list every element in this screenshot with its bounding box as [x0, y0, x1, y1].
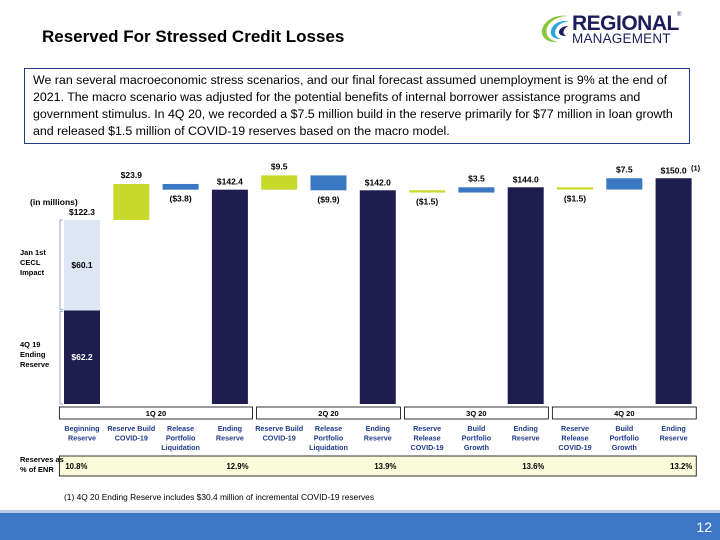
category-label: Liquidation [309, 443, 348, 452]
side-label-line: Ending [20, 350, 46, 359]
reserve-waterfall-chart: (in millions) $62.2 $60.1 $122.3 $23.9 ($3.8)… [20, 161, 701, 477]
category-label: COVID-19 [411, 443, 444, 452]
reserve-percent: 12.9% [226, 462, 248, 471]
category-label: Release [561, 434, 588, 443]
footnote: (1) 4Q 20 Ending Reserve includes $30.4 … [64, 492, 375, 502]
bar [310, 175, 347, 191]
bar [261, 175, 298, 190]
category-label: Reserve [660, 434, 688, 443]
category-label: Ending [366, 424, 390, 433]
category-label: Reserve [512, 434, 540, 443]
cecl-bracket [59, 219, 63, 310]
bar [409, 190, 446, 193]
bar [113, 183, 150, 220]
bar-label: $144.0 [513, 174, 539, 184]
quarter-label: 1Q 20 [146, 409, 166, 418]
bar-segment-label: $62.2 [71, 352, 93, 362]
bar [557, 187, 593, 190]
side-label-line: Reserve [20, 360, 49, 369]
logo-subtitle: MANAGEMENT [572, 31, 671, 46]
bar-label: $3.5 [468, 173, 485, 183]
page-title: Reserved For Stressed Credit Losses [42, 27, 345, 46]
category-label: Release [315, 424, 342, 433]
category-label: Ending [218, 424, 242, 433]
bar-label: $23.9 [121, 170, 143, 180]
category-label: Release [167, 424, 194, 433]
side-label-line: CECL [20, 258, 41, 267]
category-label: Portfolio [166, 434, 196, 443]
bar-segment [64, 310, 100, 404]
bar [458, 187, 495, 193]
company-logo: REGIONAL ® MANAGEMENT [538, 10, 688, 48]
reserve-percent: 13.2% [670, 462, 692, 471]
prior-reserve-bracket [59, 310, 63, 405]
category-label: Release [414, 434, 441, 443]
bar-label: $7.5 [616, 164, 633, 174]
category-label: Reserve [413, 424, 441, 433]
category-label: Beginning [64, 424, 99, 433]
category-label: Reserve [561, 424, 589, 433]
category-label: Portfolio [610, 434, 640, 443]
unit-label: (in millions) [30, 197, 78, 207]
category-label: Portfolio [462, 434, 492, 443]
page-number: 12 [696, 519, 712, 535]
bar-label: $142.0 [365, 177, 391, 187]
bar [359, 190, 396, 404]
bar-label: $122.3 [69, 207, 95, 217]
category-label: COVID-19 [263, 434, 296, 443]
bar [507, 187, 544, 404]
bar-segment [64, 219, 100, 311]
logo-wordmark: REGIONAL [572, 12, 679, 35]
quarter-box [404, 406, 549, 420]
footer-bar [0, 513, 720, 540]
category-label: COVID-19 [115, 434, 148, 443]
quarter-box [256, 406, 401, 420]
quarter-box [551, 406, 697, 420]
quarter-label: 2Q 20 [318, 409, 338, 418]
footer-divider [0, 510, 720, 513]
category-label: Build [467, 424, 485, 433]
reserve-percent: 13.6% [522, 462, 544, 471]
category-label: COVID-19 [558, 443, 591, 452]
bar-label: $142.4 [217, 177, 243, 187]
category-label: Growth [612, 443, 637, 452]
bar-label: ($1.5) [564, 194, 586, 204]
category-label: Growth [464, 443, 489, 452]
bar [606, 178, 643, 190]
category-label: Reserve Build [255, 424, 303, 433]
bar-segment-label: $60.1 [71, 260, 93, 270]
logo-swoosh-icon [541, 15, 569, 43]
reserves-row-box [58, 455, 697, 477]
category-label: Portfolio [314, 434, 344, 443]
reserve-percent: 10.8% [65, 462, 87, 471]
quarter-label: 4Q 20 [614, 409, 634, 418]
bar-label: ($1.5) [416, 197, 438, 207]
bar [655, 178, 692, 404]
reserve-percent: 13.9% [374, 462, 396, 471]
side-label-line: 4Q 19 [20, 340, 40, 349]
bar-label: $9.5 [271, 161, 288, 171]
category-label: Reserve [216, 434, 244, 443]
quarter-box [58, 406, 253, 420]
side-label-line: Jan 1st [20, 248, 46, 257]
reserves-row-label: % of ENR [20, 465, 54, 474]
logo-registered-mark: ® [677, 12, 682, 18]
bar [211, 189, 248, 404]
category-label: Reserve [364, 434, 392, 443]
category-label: Reserve [68, 434, 96, 443]
category-label: Liquidation [161, 443, 200, 452]
summary-textbox: We ran several macroeconomic stress scen… [24, 68, 690, 144]
category-label: Reserve Build [107, 424, 155, 433]
bar [162, 183, 199, 190]
bar-footnote-mark: (1) [691, 163, 701, 172]
bar-label: ($3.8) [169, 194, 191, 204]
bar-label: ($9.9) [317, 194, 339, 204]
quarter-label: 3Q 20 [466, 409, 486, 418]
category-label: Ending [514, 424, 538, 433]
category-label: Build [615, 424, 633, 433]
side-label-line: Impact [20, 268, 45, 277]
category-label: Ending [661, 424, 685, 433]
reserves-row-label: Reserves as [20, 455, 64, 464]
bar-label: $150.0 [661, 165, 687, 175]
